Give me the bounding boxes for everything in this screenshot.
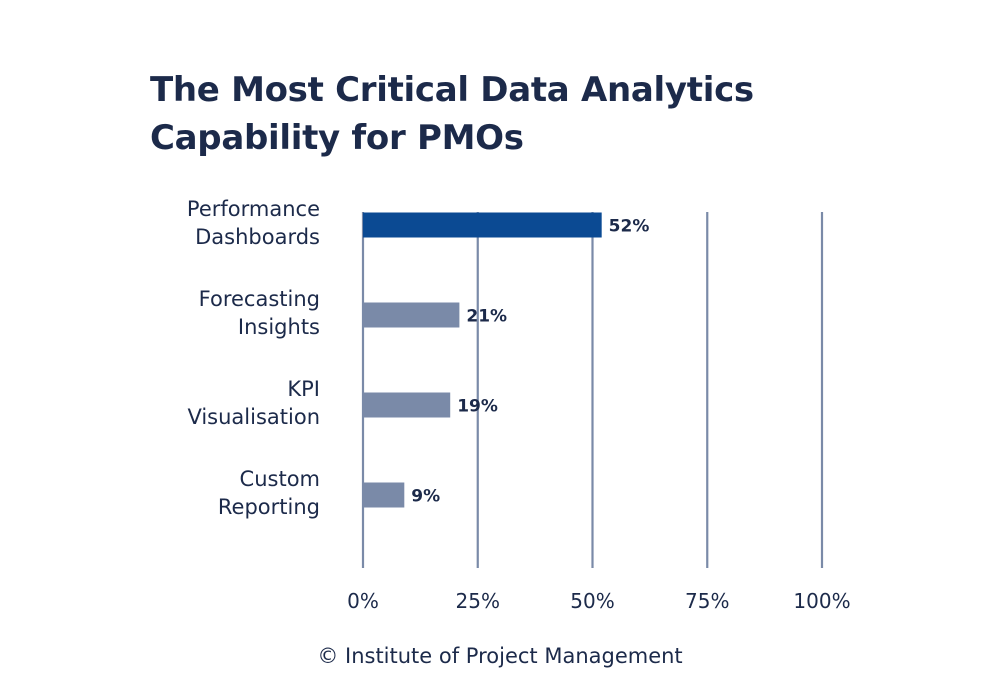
category-label-1-line-0: Forecasting — [199, 287, 320, 311]
category-label-2: KPI Visualisation — [187, 377, 320, 429]
value-labels: 52% 21% 19% 9% — [411, 217, 649, 507]
category-labels: Performance Dashboards Forecasting Insights… — [187, 197, 320, 519]
category-label-0-line-0: Performance — [187, 197, 320, 221]
chart-title-line-2: Capability for PMOs — [150, 118, 524, 158]
chart-title: The Most Critical Data Analytics Capabil… — [150, 66, 910, 162]
value-label-2: 19% — [457, 397, 498, 417]
category-label-1-line-1: Insights — [238, 315, 320, 339]
chart-title-line-1: The Most Critical Data Analytics — [150, 70, 754, 110]
bar-0 — [363, 212, 602, 238]
value-label-0: 52% — [609, 217, 650, 237]
x-axis-tick-labels: 0% 25% 50% 75% 100% — [347, 589, 850, 613]
copyright-footer: © Institute of Project Management — [317, 644, 683, 668]
x-tick-label-0: 0% — [347, 589, 379, 613]
gridlines — [361, 212, 824, 568]
category-label-0-line-1: Dashboards — [195, 225, 320, 249]
bar-3 — [363, 482, 405, 508]
x-tick-label-25: 25% — [456, 589, 500, 613]
bar-1 — [363, 302, 460, 328]
category-label-3-line-1: Reporting — [218, 495, 320, 519]
value-label-1: 21% — [466, 307, 507, 327]
bar-2 — [363, 392, 451, 418]
category-label-2-line-1: Visualisation — [187, 405, 320, 429]
value-label-3: 9% — [411, 487, 440, 507]
category-label-3: Custom Reporting — [218, 467, 320, 519]
category-label-3-line-0: Custom — [240, 467, 320, 491]
category-label-0: Performance Dashboards — [187, 197, 320, 249]
category-label-1: Forecasting Insights — [199, 287, 320, 339]
category-label-2-line-0: KPI — [287, 377, 320, 401]
bars — [363, 212, 602, 508]
x-tick-label-100: 100% — [793, 589, 850, 613]
x-tick-label-75: 75% — [685, 589, 729, 613]
x-tick-label-50: 50% — [570, 589, 614, 613]
